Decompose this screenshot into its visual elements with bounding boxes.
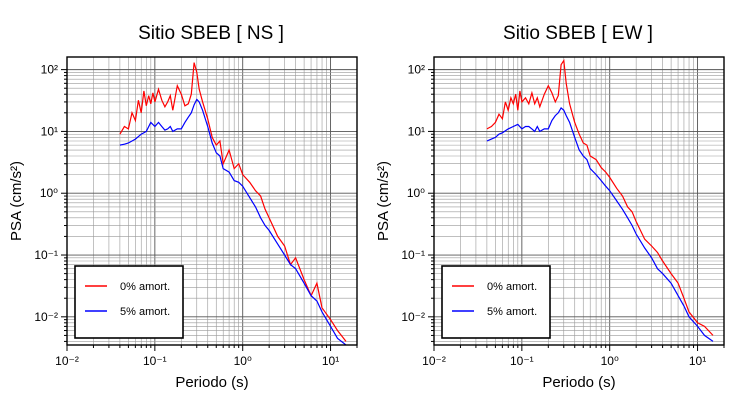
legend-label: 5% amort.	[487, 306, 537, 318]
y-axis-label: PSA (cm/s²)	[8, 161, 25, 241]
series-line-damping-0	[486, 58, 714, 336]
x-tick-label: 10⁰	[234, 354, 252, 368]
grid	[66, 57, 358, 345]
legend: 0% amort. 5% amort.	[441, 265, 551, 339]
y-tick-label: 10¹	[408, 124, 425, 138]
x-tick-label: 10¹	[689, 354, 706, 368]
y-tick-label: 10¹	[41, 124, 58, 138]
y-tick-label: 10²	[41, 63, 58, 77]
y-tick-label: 10⁻²	[401, 310, 425, 324]
y-tick-label: 10⁻¹	[34, 248, 58, 262]
x-tick-label: 10¹	[322, 354, 339, 368]
legend-box	[74, 265, 184, 339]
x-axis-label: Periodo (s)	[542, 374, 615, 391]
series-line-damping-0	[119, 62, 347, 342]
legend-box	[441, 265, 551, 339]
legend-label: 0% amort.	[487, 281, 537, 293]
y-tick-label: 10⁻²	[34, 310, 58, 324]
chart-title: Sitio SBEB [ NS ]	[138, 23, 284, 44]
y-tick-label: 10⁻¹	[401, 248, 425, 262]
chart-title: Sitio SBEB [ EW ]	[503, 23, 653, 44]
legend-label: 0% amort.	[120, 281, 170, 293]
legend-label: 5% amort.	[120, 306, 170, 318]
y-tick-label: 10⁰	[407, 186, 425, 200]
y-tick-label: 10²	[408, 63, 425, 77]
x-axis-label: Periodo (s)	[175, 374, 248, 391]
series-line-damping-5	[486, 106, 714, 342]
x-tick-label: 10⁻¹	[510, 354, 534, 368]
x-tick-label: 10⁻²	[422, 354, 446, 368]
chart-panel-ns: Sitio SBEB [ NS ] 10⁻² 10⁻¹ 10⁰ 10¹ 10⁻² 10⁻¹ 1…	[8, 23, 358, 391]
series-line-damping-5	[119, 98, 347, 345]
x-tick-label: 10⁰	[601, 354, 619, 368]
plot-frame	[433, 56, 725, 346]
y-axis-label: PSA (cm/s²)	[375, 161, 392, 241]
plot-frame	[66, 56, 358, 346]
x-tick-label: 10⁻¹	[143, 354, 167, 368]
chart-panel-ew: Sitio SBEB [ EW ] 10⁻² 10⁻¹ 10⁰ 10¹ 10⁻² 10⁻¹ 1…	[375, 23, 725, 391]
y-tick-label: 10⁰	[40, 186, 58, 200]
x-tick-label: 10⁻²	[55, 354, 79, 368]
legend: 0% amort. 5% amort.	[74, 265, 184, 339]
